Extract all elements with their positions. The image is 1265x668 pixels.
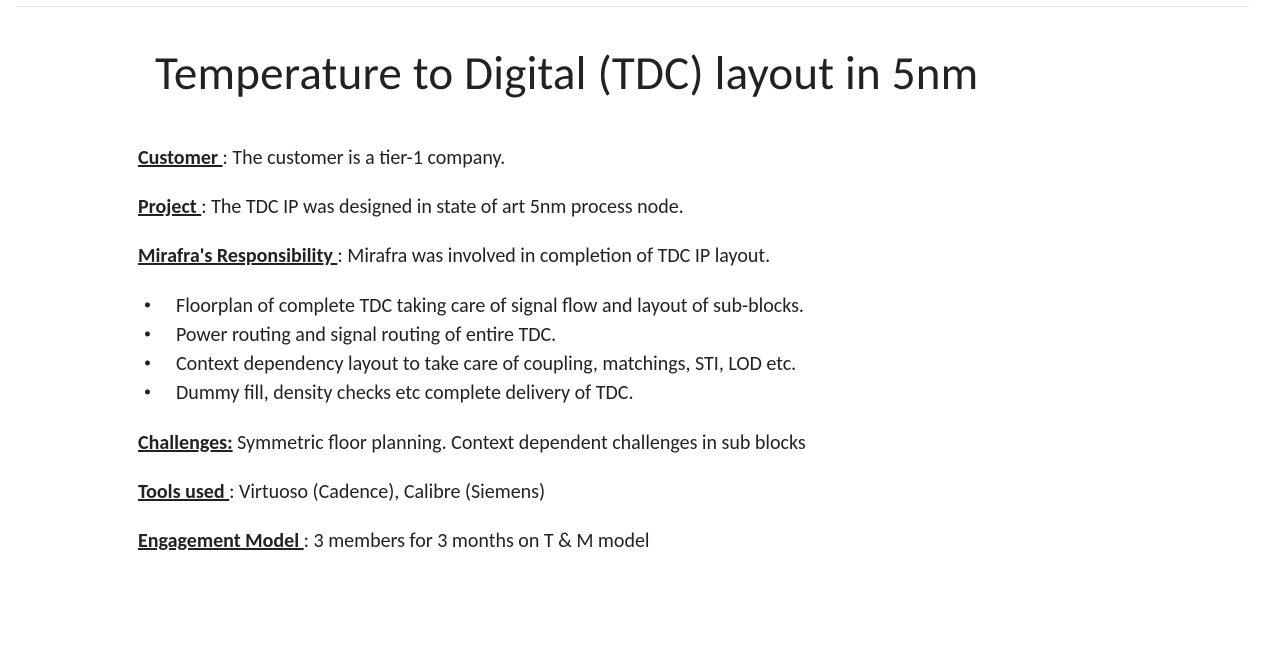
tools-line: Tools used : Virtuoso (Cadence), Calibre… [138, 479, 1118, 506]
slide-title: Temperature to Digital (TDC) layout in 5… [155, 44, 978, 102]
tools-text: : Virtuoso (Cadence), Calibre (Siemens) [229, 480, 545, 504]
challenges-line: Challenges: Symmetric floor planning. Co… [138, 430, 1118, 457]
slide: Temperature to Digital (TDC) layout in 5… [0, 0, 1265, 668]
responsibility-bullets: Floorplan of complete TDC taking care of… [138, 292, 1118, 408]
customer-label: Customer [138, 146, 223, 170]
responsibility-text: : Mirafra was involved in completion of … [337, 244, 770, 268]
list-item: Context dependency layout to take care o… [138, 350, 1118, 379]
list-item: Floorplan of complete TDC taking care of… [138, 292, 1118, 321]
challenges-label: Challenges: [138, 431, 233, 455]
list-item: Dummy fill, density checks etc complete … [138, 379, 1118, 408]
project-label: Project [138, 195, 201, 219]
tools-label: Tools used [138, 480, 229, 504]
responsibility-label: Mirafra's Responsibility [138, 244, 337, 268]
engagement-text: : 3 members for 3 months on T & M model [304, 529, 650, 553]
slide-body: Customer : The customer is a tier-1 comp… [138, 145, 1118, 555]
responsibility-line: Mirafra's Responsibility : Mirafra was i… [138, 243, 1118, 270]
customer-text: : The customer is a tier-1 company. [223, 146, 506, 170]
list-item: Power routing and signal routing of enti… [138, 321, 1118, 350]
engagement-label: Engagement Model [138, 529, 304, 553]
project-line: Project : The TDC IP was designed in sta… [138, 194, 1118, 221]
challenges-text: Symmetric floor planning. Context depend… [233, 431, 806, 455]
top-divider [16, 6, 1249, 7]
engagement-line: Engagement Model : 3 members for 3 month… [138, 528, 1118, 555]
project-text: : The TDC IP was designed in state of ar… [201, 195, 683, 219]
customer-line: Customer : The customer is a tier-1 comp… [138, 145, 1118, 172]
